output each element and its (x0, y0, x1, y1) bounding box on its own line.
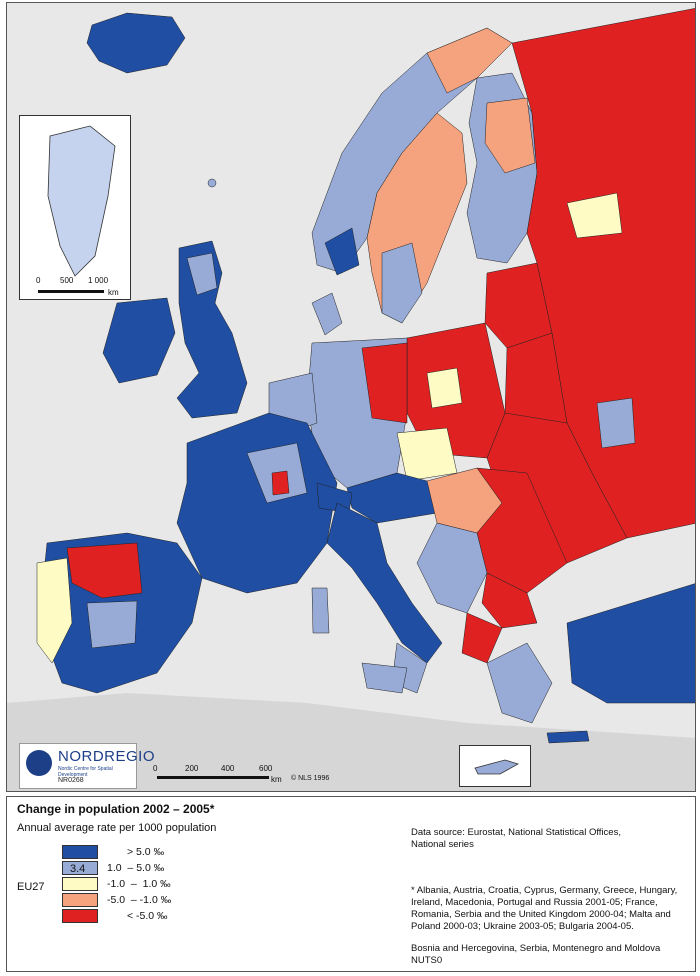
greenland-map (38, 125, 116, 293)
region-corsica-sardinia (311, 587, 330, 634)
nordregio-emblem-icon (26, 750, 52, 776)
greenland-scale-tick-1000: 1 000 (88, 276, 109, 285)
region-ireland (102, 297, 176, 384)
greenland-scale-tick-0: 0 (36, 276, 41, 285)
legend-class-high: > 5.0 ‰ (127, 846, 165, 858)
legend-class-low: < -5.0 ‰ (127, 910, 168, 922)
region-portugal (36, 557, 73, 664)
greenland-scale-bar (38, 290, 104, 293)
region-iceland (86, 12, 186, 74)
europe-map (7, 3, 695, 791)
data-source-line-2: National series (411, 839, 474, 850)
region-faroe (207, 178, 217, 188)
region-turkey (566, 583, 695, 704)
region-sicily (361, 662, 408, 694)
main-scale-tick-600: 600 (259, 764, 273, 773)
logo-tagline: Nordic Centre for Spatial Development (58, 766, 113, 778)
nuts-note-line-2: NUTS0 (411, 955, 443, 966)
data-source-line-1: Data source: Eurostat, National Statisti… (411, 827, 621, 838)
nuts-note-line-1: Bosnia and Hercegovina, Serbia, Monteneg… (411, 943, 661, 954)
region-france-hotspot (271, 470, 290, 496)
legend-swatch-high (62, 845, 98, 859)
cyprus-map (474, 759, 520, 775)
region-russia-central (596, 397, 636, 449)
greenland-scale-unit: km (108, 288, 119, 297)
greenland-scale-tick-500: 500 (60, 276, 74, 285)
region-russia-karelia (566, 192, 623, 239)
legend-class-stable: -1.0 – 1.0 ‰ (107, 878, 171, 890)
region-norway-north (426, 27, 513, 94)
footnote-line-1: * Albania, Austria, Croatia, Cyprus, Ger… (411, 885, 678, 896)
footnote-line-2: Ireland, Macedonia, Portugal and Russia … (411, 897, 658, 908)
map-area: 0 500 1 000 km NORDREGIO Nordic Centre f… (6, 2, 696, 792)
legend-panel: Change in population 2002 – 2005* Annual… (6, 796, 696, 972)
region-spain-northwest (66, 542, 143, 599)
legend-class-mid-low: -5.0 – -1.0 ‰ (107, 894, 172, 906)
copyright-note: © NLS 1996 (291, 775, 330, 782)
eu27-label: EU27 (17, 881, 45, 893)
region-sweden-south (381, 242, 423, 324)
region-poland-central (426, 367, 463, 409)
greenland-inset: 0 500 1 000 km (19, 115, 131, 300)
legend-swatch-mid-low (62, 893, 98, 907)
footnote-line-4: Poland 2000-03; Ukraine 2003-05; Bulgari… (411, 921, 634, 932)
cyprus-inset (459, 745, 531, 787)
region-norway-west (324, 227, 360, 276)
main-scale-tick-200: 200 (185, 764, 199, 773)
region-finland-north (484, 97, 536, 174)
region-germany-east (361, 342, 408, 424)
main-scale-tick-400: 400 (221, 764, 235, 773)
legend-subtitle: Annual average rate per 1000 population (17, 822, 217, 834)
region-greece (486, 642, 553, 724)
region-scotland-north (186, 252, 218, 296)
legend-swatch-mid-high (62, 861, 98, 875)
nordregio-logo: NORDREGIO Nordic Centre for Spatial Deve… (19, 743, 155, 789)
map-code: NR0268 (58, 777, 84, 784)
region-spain-central (86, 600, 138, 649)
region-crete (546, 730, 590, 744)
region-denmark (311, 292, 343, 336)
region-greenland (47, 125, 116, 277)
region-czechia (396, 427, 458, 482)
legend-swatch-low (62, 909, 98, 923)
legend-title: Change in population 2002 – 2005* (17, 802, 215, 816)
region-cyprus (474, 759, 520, 775)
main-scale-unit: km (271, 775, 282, 784)
footnote-line-3: Romania, Serbia and the United Kingdom 2… (411, 909, 671, 920)
legend-class-mid-high: 1.0 – 5.0 ‰ (107, 862, 165, 874)
logo-name: NORDREGIO (58, 748, 156, 765)
region-bulgaria (481, 572, 538, 629)
eu27-value: 3.4 (70, 863, 86, 875)
main-scale-tick-0: 0 (153, 764, 158, 773)
legend-swatch-stable (62, 877, 98, 891)
